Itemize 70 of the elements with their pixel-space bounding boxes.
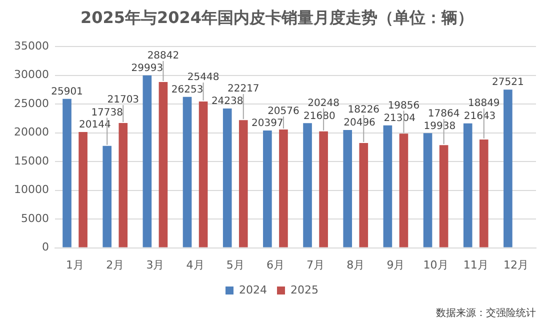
bar bbox=[78, 132, 88, 248]
x-tick-label: 5月 bbox=[226, 258, 244, 272]
bar bbox=[319, 131, 328, 248]
data-label: 20144 bbox=[79, 120, 111, 131]
y-tick-label: 35000 bbox=[14, 39, 49, 52]
bar bbox=[142, 75, 152, 248]
y-tick-label: 30000 bbox=[14, 68, 49, 82]
bar bbox=[463, 123, 472, 248]
bar bbox=[279, 130, 288, 248]
bar bbox=[303, 123, 312, 248]
bar bbox=[158, 82, 168, 248]
data-label: 21703 bbox=[107, 94, 140, 106]
data-label: 25901 bbox=[51, 86, 83, 98]
data-label: 20397 bbox=[252, 118, 284, 130]
bar bbox=[118, 123, 128, 248]
data-label: 26253 bbox=[171, 84, 204, 96]
data-label: 20576 bbox=[268, 106, 300, 118]
y-tick-label: 5000 bbox=[20, 212, 49, 225]
bar bbox=[423, 133, 432, 248]
bar bbox=[263, 130, 272, 248]
bar bbox=[198, 102, 208, 248]
x-tick-label: 7月 bbox=[306, 258, 325, 272]
legend-label: 2025 bbox=[290, 283, 318, 296]
y-tick-label: 10000 bbox=[14, 183, 49, 196]
y-tick-label: 15000 bbox=[14, 154, 49, 168]
x-tick-label: 8月 bbox=[346, 258, 365, 272]
data-label: 17738 bbox=[91, 107, 124, 118]
data-label: 29993 bbox=[131, 62, 164, 74]
bar bbox=[399, 134, 408, 248]
data-label: 20496 bbox=[344, 118, 376, 129]
data-label: 25448 bbox=[187, 72, 220, 84]
data-label: 21643 bbox=[464, 110, 496, 122]
bar bbox=[222, 108, 232, 248]
bar bbox=[102, 146, 112, 248]
y-tick-label: 0 bbox=[42, 240, 49, 254]
data-label: 20248 bbox=[308, 98, 340, 109]
chart-title: 2025年与2024年国内皮卡销量月度走势（单位：辆） bbox=[79, 8, 475, 29]
data-label: 27521 bbox=[492, 77, 524, 88]
y-tick-label: 20000 bbox=[14, 126, 49, 139]
bar bbox=[439, 145, 448, 248]
data-label: 21304 bbox=[384, 112, 416, 124]
bar bbox=[343, 130, 352, 248]
x-tick-label: 3月 bbox=[146, 258, 164, 272]
data-label: 18849 bbox=[468, 98, 500, 110]
x-tick-label: 12月 bbox=[503, 258, 528, 272]
data-label: 28842 bbox=[147, 50, 180, 62]
x-tick-label: 11月 bbox=[463, 258, 488, 272]
data-label: 19938 bbox=[424, 120, 456, 132]
data-label: 24238 bbox=[211, 96, 244, 108]
data-label: 17864 bbox=[428, 108, 460, 120]
data-label: 19856 bbox=[388, 100, 420, 112]
source-note: 数据来源：交强险统计 bbox=[435, 306, 537, 320]
bar bbox=[383, 125, 392, 248]
data-label: 22217 bbox=[227, 84, 260, 95]
x-tick-label: 4月 bbox=[186, 258, 204, 272]
bar bbox=[182, 96, 192, 248]
bar bbox=[479, 139, 488, 248]
data-label: 21680 bbox=[304, 110, 336, 122]
y-tick-label: 25000 bbox=[14, 96, 49, 110]
x-tick-label: 9月 bbox=[386, 258, 405, 272]
data-label: 18226 bbox=[348, 104, 380, 116]
bar bbox=[238, 120, 248, 248]
x-tick-label: 2月 bbox=[106, 258, 124, 272]
x-tick-label: 10月 bbox=[423, 258, 448, 272]
bar bbox=[62, 98, 72, 248]
legend-label: 2024 bbox=[239, 283, 268, 296]
bar bbox=[504, 90, 512, 248]
x-tick-label: 6月 bbox=[266, 258, 284, 272]
bar bbox=[359, 143, 368, 248]
x-tick-label: 1月 bbox=[66, 258, 84, 272]
